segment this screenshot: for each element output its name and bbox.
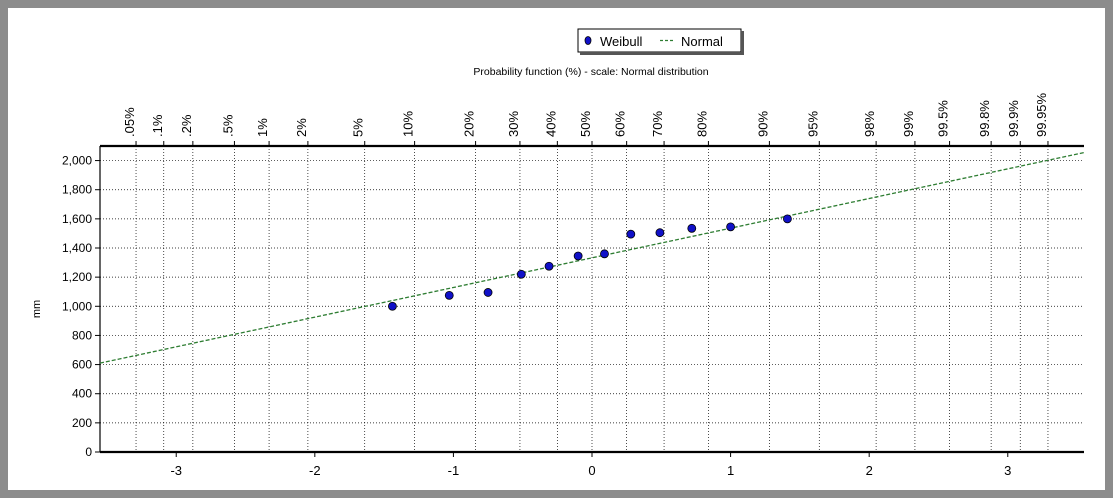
weibull-point[interactable] (783, 214, 792, 224)
y-tick-label: 1,800 (62, 183, 92, 197)
chart-title: Probability function (%) - scale: Normal… (473, 66, 708, 78)
top-tick-label: 95% (805, 111, 820, 137)
y-tick-label: 1,000 (62, 299, 92, 313)
x-tick-label: 2 (866, 463, 873, 478)
top-tick-label: 5% (351, 118, 366, 137)
y-tick-label: 1,600 (62, 212, 92, 226)
y-tick-label: 400 (72, 387, 92, 401)
top-tick-label: 90% (755, 111, 770, 137)
top-tick-label: .2% (179, 114, 194, 137)
top-tick-label: .1% (150, 114, 165, 137)
chart-area: 0 200 400 600 800 1,000 1,200 1,400 1,600 1,800 2,… (8, 8, 1105, 490)
top-tick-label: .05% (122, 107, 137, 137)
weibull-point[interactable] (655, 228, 665, 238)
legend-shadow (741, 31, 744, 54)
top-tick-label: 70% (650, 111, 665, 137)
legend[interactable]: Weibull Normal (577, 28, 744, 55)
top-tick-label: 60% (613, 111, 628, 137)
weibull-point[interactable] (726, 222, 735, 232)
y-tick-label: 600 (72, 358, 92, 372)
y-tick-label: 0 (85, 445, 92, 459)
weibull-point[interactable] (687, 223, 697, 233)
top-tick-label: 10% (401, 111, 416, 137)
y-tick-label: 1,400 (62, 241, 92, 255)
y-tick-label: 1,200 (62, 270, 92, 284)
y-tick-label: 800 (72, 328, 92, 342)
weibull-point[interactable] (516, 269, 526, 279)
y-axis-label: mm (31, 300, 43, 318)
series (99, 151, 1085, 364)
legend-shadow (580, 52, 744, 55)
weibull-point[interactable] (388, 301, 397, 311)
top-tick-label: 20% (462, 111, 477, 137)
top-tick-label: 40% (543, 111, 558, 137)
weibull-point[interactable] (544, 261, 554, 271)
top-tick-label: 80% (694, 111, 709, 137)
top-tick-label: 98% (862, 111, 877, 137)
legend-weibull-marker (584, 36, 592, 45)
probability-chart: 0 200 400 600 800 1,000 1,200 1,400 1,600 1,800 2,… (31, 28, 1085, 478)
top-tick-label: 99.9% (1006, 100, 1021, 137)
top-tick-label: 30% (506, 111, 521, 137)
weibull-point[interactable] (483, 288, 493, 297)
weibull-point[interactable] (600, 249, 609, 259)
legend-normal-label: Normal (681, 34, 723, 49)
x-tick-label: 3 (1004, 463, 1011, 478)
legend-weibull-label: Weibull (600, 34, 643, 49)
weibull-point[interactable] (573, 251, 583, 261)
weibull-point[interactable] (444, 290, 454, 300)
x-tick-label: -3 (170, 463, 182, 478)
top-tick-label: 2% (294, 118, 309, 137)
x-tick-label: 0 (588, 463, 595, 478)
x-tick-label: -2 (309, 463, 321, 478)
top-tick-label: .5% (220, 114, 235, 137)
top-tick-label: 50% (578, 111, 593, 137)
weibull-point[interactable] (626, 229, 636, 239)
top-tick-label: 1% (255, 118, 270, 137)
grid (100, 146, 1084, 452)
top-tick-label: 99% (901, 111, 916, 137)
x-tick-label: 1 (727, 463, 734, 478)
axes: 0 200 400 600 800 1,000 1,200 1,400 1,600 1,800 2,… (62, 92, 1084, 478)
x-tick-label: -1 (448, 463, 460, 478)
y-tick-label: 2,000 (62, 154, 92, 168)
top-tick-label: 99.8% (977, 100, 992, 137)
y-tick-label: 200 (72, 416, 92, 430)
top-tick-label: 99.5% (936, 100, 951, 137)
top-tick-label: 99.95% (1034, 92, 1049, 137)
